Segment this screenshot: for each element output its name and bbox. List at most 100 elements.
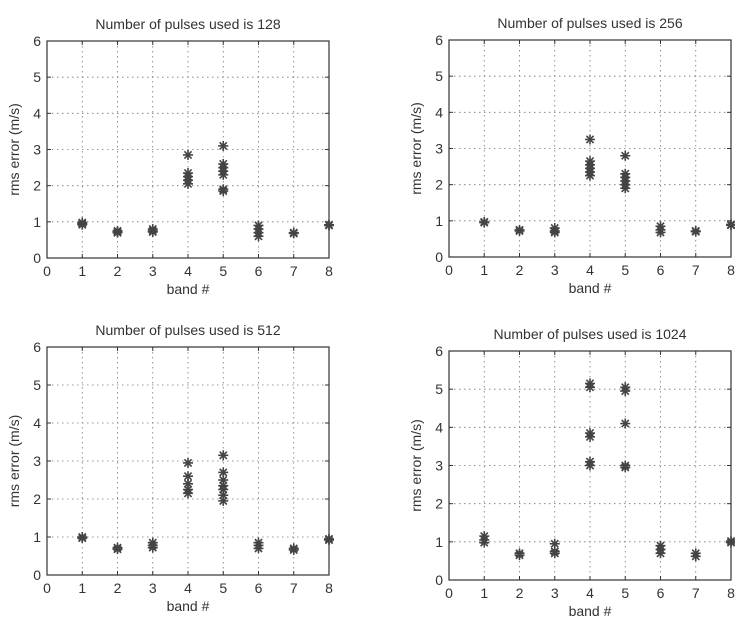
y-tick-label: 1 [435,534,443,550]
y-tick-label: 4 [33,105,41,121]
subplot-4: 0 1 2 3 4 5 6 7 8 0 1 2 3 4 5 6 Number of pulses used is… [408,326,735,619]
y-tick-label: 6 [435,32,443,48]
data-point [726,220,735,231]
x-tick-label: 4 [184,580,192,596]
x-tick-label: 1 [78,263,86,279]
y-tick-label: 1 [33,214,41,230]
data-point [620,462,631,473]
y-tick-label: 2 [435,496,443,512]
data-point [620,386,631,397]
x-tick-label: 7 [290,580,298,596]
x-tick-label: 8 [727,585,735,601]
x-tick-label: 2 [114,263,122,279]
y-tick-label: 0 [435,572,443,588]
data-point [218,186,229,197]
x-tick-label: 0 [445,585,453,601]
subplot-1: 0 1 2 3 4 5 6 7 8 0 1 2 3 4 5 6 Number of pulses used is… [6,16,334,297]
data-point [253,231,264,242]
y-tick-label: 3 [33,142,41,158]
x-tick-label: 1 [78,580,86,596]
data-point [218,140,229,151]
x-tick-label: 2 [114,580,122,596]
data-point [147,226,158,237]
data-point [549,548,560,559]
data-point [77,533,88,544]
x-tick-label: 3 [149,263,157,279]
x-axis-label: band # [569,603,612,619]
y-tick-label: 4 [435,104,443,120]
x-axis-label: band # [167,281,210,297]
x-tick-label: 0 [445,262,453,278]
x-tick-label: 1 [480,585,488,601]
data-point [620,150,631,161]
y-axis-label: rms error (m/s) [6,103,22,196]
y-tick-label: 0 [435,249,443,265]
data-point [514,550,525,561]
x-tick-label: 6 [657,585,665,601]
data-point [112,227,123,238]
x-tick-label: 7 [692,585,700,601]
data-point [77,219,88,230]
chart-title: Number of pulses used is 1024 [494,326,687,342]
chart-title: Number of pulses used is 128 [95,16,280,32]
data-point [726,537,735,548]
y-axis-label: rms error (m/s) [408,419,424,512]
x-tick-label: 0 [43,263,51,279]
x-tick-label: 7 [692,262,700,278]
data-point [324,535,334,546]
data-point [218,467,229,478]
x-tick-label: 5 [621,262,629,278]
x-tick-label: 6 [657,262,665,278]
y-axis-label: rms error (m/s) [6,415,22,508]
x-tick-label: 3 [551,262,559,278]
data-point [620,418,631,429]
data-point [585,382,595,393]
data-point [655,227,666,238]
y-tick-label: 5 [33,69,41,85]
x-tick-label: 8 [325,580,333,596]
data-point [479,537,490,548]
y-tick-label: 6 [33,339,41,355]
y-tick-label: 2 [33,178,41,194]
data-point [218,169,229,180]
x-axis-label: band # [167,598,210,614]
y-tick-label: 5 [435,68,443,84]
x-tick-label: 8 [325,263,333,279]
x-tick-label: 7 [290,263,298,279]
subplot-3: 0 1 2 3 4 5 6 7 8 0 1 2 3 4 5 6 Number of pulses used is… [6,322,334,614]
data-point [253,543,264,554]
x-tick-label: 5 [219,263,227,279]
data-point [218,450,229,461]
y-tick-label: 2 [33,491,41,507]
data-point [218,495,229,506]
y-tick-label: 6 [435,343,443,359]
data-point [549,227,560,238]
y-tick-label: 5 [435,381,443,397]
data-point [112,544,123,555]
data-point [183,149,193,160]
y-tick-label: 3 [435,141,443,157]
data-point [690,551,701,562]
data-point [585,431,595,442]
subplot-2: 0 1 2 3 4 5 6 7 8 0 1 2 3 4 5 6 Number of pulses used is… [408,15,735,296]
x-tick-label: 5 [219,580,227,596]
y-tick-label: 3 [435,458,443,474]
x-tick-label: 1 [480,262,488,278]
y-tick-label: 1 [435,213,443,229]
y-tick-label: 4 [435,419,443,435]
x-tick-label: 3 [149,580,157,596]
y-tick-label: 0 [33,567,41,583]
y-tick-label: 1 [33,529,41,545]
data-point [690,226,701,237]
data-point [655,548,666,559]
y-tick-label: 4 [33,415,41,431]
x-tick-label: 6 [255,263,263,279]
x-tick-label: 5 [621,585,629,601]
data-point [183,457,193,468]
data-point [620,183,631,194]
y-tick-label: 5 [33,377,41,393]
data-point [514,225,525,236]
x-tick-label: 2 [516,585,524,601]
y-tick-label: 6 [33,33,41,49]
